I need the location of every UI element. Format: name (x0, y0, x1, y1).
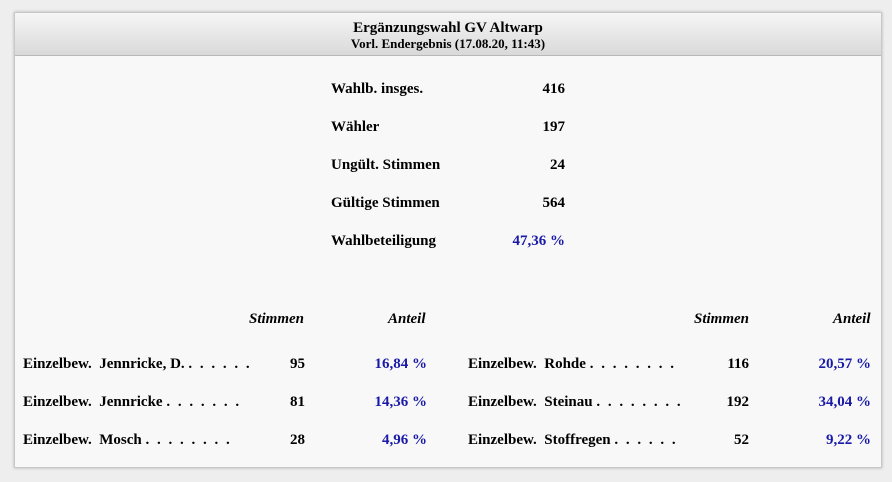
summary-label: Wähler (331, 119, 380, 135)
anteil-value: 16,84 % (374, 356, 428, 372)
leader-dots: . . . . . . (188, 356, 252, 372)
stimmen-value: 95 (290, 356, 305, 372)
candidate-label: Einzelbew. Mosch (23, 432, 142, 448)
header-bar: Ergänzungswahl GV Altwarp Vorl. Endergeb… (15, 13, 881, 56)
candidate-label: Einzelbew. Stoffregen (468, 432, 611, 448)
summary-row-waehler: Wähler 197 (331, 119, 565, 157)
summary-row-wahlbeteiligung: Wahlbeteiligung 47,36 % (331, 233, 565, 271)
page-subtitle: Vorl. Endergebnis (17.08.20, 11:43) (350, 36, 546, 51)
candidate-label: Einzelbew. Jennricke, D. (23, 356, 185, 372)
results-table: Stimmen Anteil Stimmen Anteil Einzelbew.… (15, 13, 881, 467)
summary-row-gueltig: Gültige Stimmen 564 (331, 195, 565, 233)
page-title: Ergänzungswahl GV Altwarp (353, 20, 543, 36)
anteil-value: 20,57 % (818, 356, 872, 372)
column-header-anteil: Anteil (388, 311, 426, 327)
summary-row-ungueltig: Ungült. Stimmen 24 (331, 157, 565, 195)
stimmen-value: 81 (290, 394, 305, 410)
turnout-value: 47,36 % (512, 233, 566, 249)
column-header-anteil: Anteil (833, 311, 871, 327)
candidate-label: Einzelbew. Rohde (468, 356, 586, 372)
candidate-name: Einzelbew. Jennricke, D. . . . . . . (23, 356, 252, 373)
stimmen-value: 52 (734, 432, 749, 448)
summary-row-wahlberechtigte: Wahlb. insges. 416 (331, 81, 565, 119)
leader-dots: . . . . . . . . (589, 356, 676, 372)
leader-dots: . . . . . . . (166, 394, 242, 410)
leader-dots: . . . . . . (614, 432, 678, 448)
summary-label: Ungült. Stimmen (331, 157, 441, 173)
candidate-name: Einzelbew. Rohde . . . . . . . . (468, 356, 676, 373)
summary-table: Wahlb. insges. 416 Wähler 197 Ungült. St… (331, 81, 565, 271)
column-header-stimmen: Stimmen (249, 311, 305, 327)
stimmen-value: 116 (727, 356, 749, 372)
anteil-value: 14,36 % (374, 394, 428, 410)
summary-value: 564 (542, 195, 566, 211)
candidate-name: Einzelbew. Jennricke . . . . . . . (23, 394, 241, 411)
candidate-name: Einzelbew. Stoffregen . . . . . . (468, 432, 678, 449)
anteil-value: 4,96 % (382, 432, 427, 448)
summary-label: Gültige Stimmen (331, 195, 440, 211)
candidate-name: Einzelbew. Steinau . . . . . . . . (468, 394, 683, 411)
column-header-stimmen: Stimmen (694, 311, 750, 327)
candidate-label: Einzelbew. Jennricke (23, 394, 163, 410)
leader-dots: . . . . . . . . (596, 394, 683, 410)
summary-value: 197 (542, 119, 566, 135)
leader-dots: . . . . . . . . (145, 432, 232, 448)
summary-value: 24 (550, 157, 565, 173)
results-panel: Ergänzungswahl GV Altwarp Vorl. Endergeb… (14, 12, 882, 468)
summary-label: Wahlbeteiligung (331, 233, 437, 249)
candidate-name: Einzelbew. Mosch . . . . . . . . (23, 432, 232, 449)
summary-label: Wahlb. insges. (331, 81, 424, 97)
candidate-label: Einzelbew. Steinau (468, 394, 593, 410)
anteil-value: 9,22 % (826, 432, 871, 448)
stimmen-value: 28 (290, 432, 305, 448)
summary-value: 416 (542, 81, 566, 97)
stimmen-value: 192 (726, 394, 750, 410)
anteil-value: 34,04 % (818, 394, 872, 410)
